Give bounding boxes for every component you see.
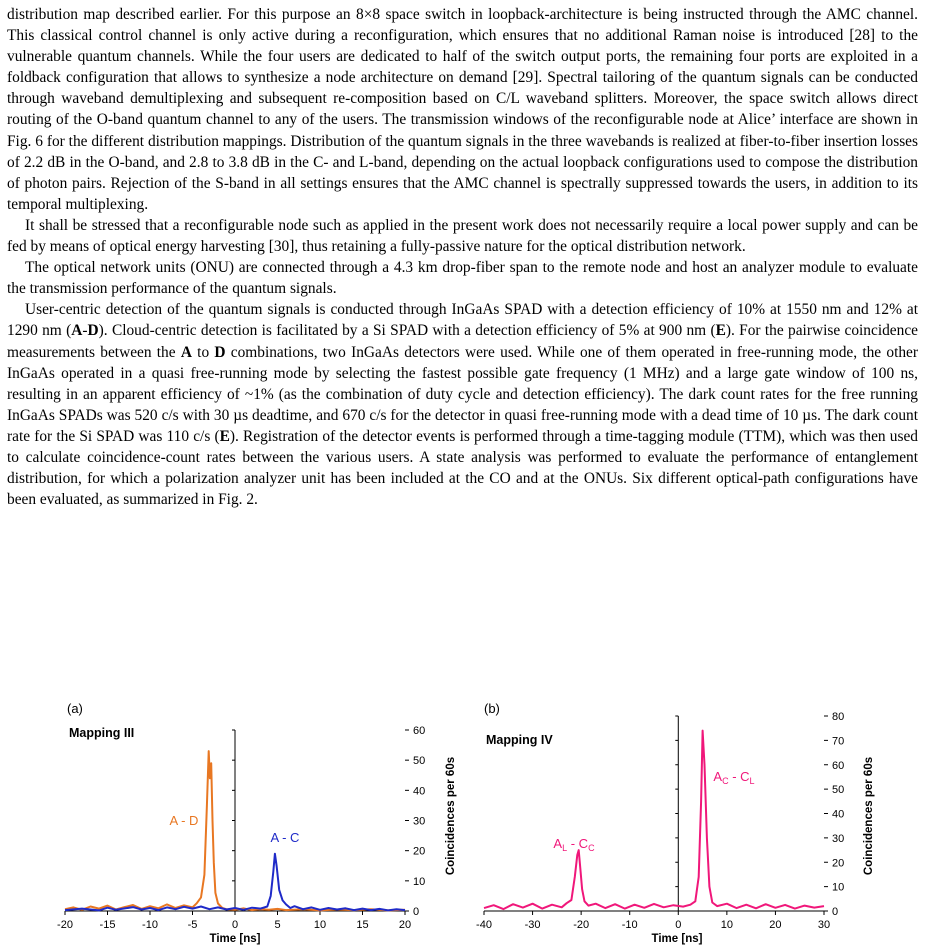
x-tick-label: 10 <box>721 919 733 931</box>
x-axis-label: Time [ns] <box>210 933 261 945</box>
series-line-1 <box>64 852 406 912</box>
label-part: - C <box>567 836 588 851</box>
y-tick-label: 10 <box>413 876 425 888</box>
label-sub: C <box>588 843 595 853</box>
series-label-a-c: A - C <box>271 830 300 845</box>
x-tick-label: 5 <box>274 919 280 931</box>
series-line-0 <box>64 750 406 912</box>
label-sub: C <box>722 776 729 786</box>
x-tick-label: 20 <box>399 919 411 931</box>
y-tick-label: 50 <box>832 784 844 796</box>
bold-run: A <box>180 343 192 361</box>
y-tick-label: 40 <box>413 785 425 797</box>
y-tick-label: 0 <box>832 906 838 918</box>
paragraph-2: It shall be stressed that a reconfigurab… <box>7 216 918 256</box>
x-tick-label: -20 <box>57 919 73 931</box>
y-tick-label: 60 <box>413 725 425 737</box>
x-tick-label: 10 <box>314 919 326 931</box>
series-label-ac-cl: AC - CL <box>713 769 754 786</box>
series-label-a-d: A - D <box>170 813 199 828</box>
y-tick-label: 30 <box>832 833 844 845</box>
y-tick-label: 80 <box>832 711 844 723</box>
x-tick-label: -10 <box>622 919 638 931</box>
x-axis-label: Time [ns] <box>652 933 703 945</box>
bold-run: D <box>214 343 226 361</box>
label-part: - C <box>729 769 750 784</box>
label-part: A <box>553 836 562 851</box>
x-tick-label: 0 <box>675 919 681 931</box>
x-tick-label: -10 <box>142 919 158 931</box>
y-tick-label: 50 <box>413 755 425 767</box>
x-tick-label: -40 <box>476 919 492 931</box>
y-tick-label: 20 <box>832 857 844 869</box>
bold-run: D <box>87 322 99 340</box>
chart-title: Mapping III <box>69 726 134 740</box>
text-run: User-centric detection of the quantum si… <box>7 301 918 340</box>
text-run: ). Registration of the detector events i… <box>7 427 918 509</box>
x-tick-label: -5 <box>188 919 198 931</box>
paragraph-3: The optical network units (ONU) are conn… <box>7 259 918 298</box>
label-sub: L <box>562 843 567 853</box>
text-run: to <box>191 343 215 361</box>
label-part: A <box>713 769 722 784</box>
text-run: - <box>82 322 88 340</box>
body-text: distribution map described earlier. For … <box>7 4 918 510</box>
y-tick-label: 0 <box>413 906 419 918</box>
bold-run: E <box>219 427 230 445</box>
y-tick-label: 30 <box>413 816 425 828</box>
label-sub: L <box>750 776 755 786</box>
y-axis-label: Coincidences per 60s <box>863 757 875 875</box>
y-tick-label: 60 <box>832 760 844 772</box>
y-tick-label: 20 <box>413 846 425 858</box>
text-run: ). Cloud-centric detection is facilitate… <box>98 322 716 340</box>
x-tick-label: -30 <box>525 919 541 931</box>
paragraph-4: User-centric detection of the quantum si… <box>7 299 918 510</box>
chart-mapping-iv: (b) Mapping IV 0 10 20 30 40 50 60 70 80 -40 -30 -2… <box>476 701 875 945</box>
series-label-al-cc: AL - CC <box>553 836 595 853</box>
y-tick-label: 70 <box>832 735 844 747</box>
paragraph-1: distribution map described earlier. For … <box>7 6 918 213</box>
x-tick-label: -15 <box>100 919 116 931</box>
panel-label: (a) <box>67 701 83 716</box>
text-run: combinations, two InGaAs detectors were … <box>7 343 918 445</box>
x-tick-label: 0 <box>232 919 238 931</box>
x-tick-label: 30 <box>818 919 830 931</box>
bold-run: E <box>715 322 726 340</box>
y-axis-label: Coincidences per 60s <box>445 757 457 875</box>
panel-label: (b) <box>484 701 500 716</box>
text-run: ). For the pairwise coincidence measurem… <box>7 322 918 361</box>
x-tick-label: -20 <box>573 919 589 931</box>
y-tick-label: 40 <box>832 809 844 821</box>
x-tick-label: 20 <box>769 919 781 931</box>
series-line-0 <box>483 729 825 911</box>
y-tick-label: 10 <box>832 882 844 894</box>
x-tick-label: 15 <box>356 919 368 931</box>
chart-title: Mapping IV <box>486 733 553 747</box>
bold-run: A <box>71 322 83 340</box>
